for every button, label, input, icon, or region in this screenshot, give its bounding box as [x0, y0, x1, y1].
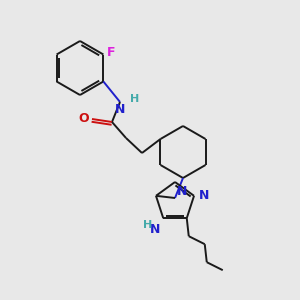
Text: O: O [79, 112, 89, 124]
Text: N: N [115, 103, 125, 116]
Text: N: N [199, 189, 209, 202]
Text: N: N [150, 223, 160, 236]
Text: H: H [130, 94, 139, 104]
Text: N: N [177, 185, 187, 198]
Text: H: H [143, 220, 152, 230]
Text: F: F [106, 46, 115, 59]
